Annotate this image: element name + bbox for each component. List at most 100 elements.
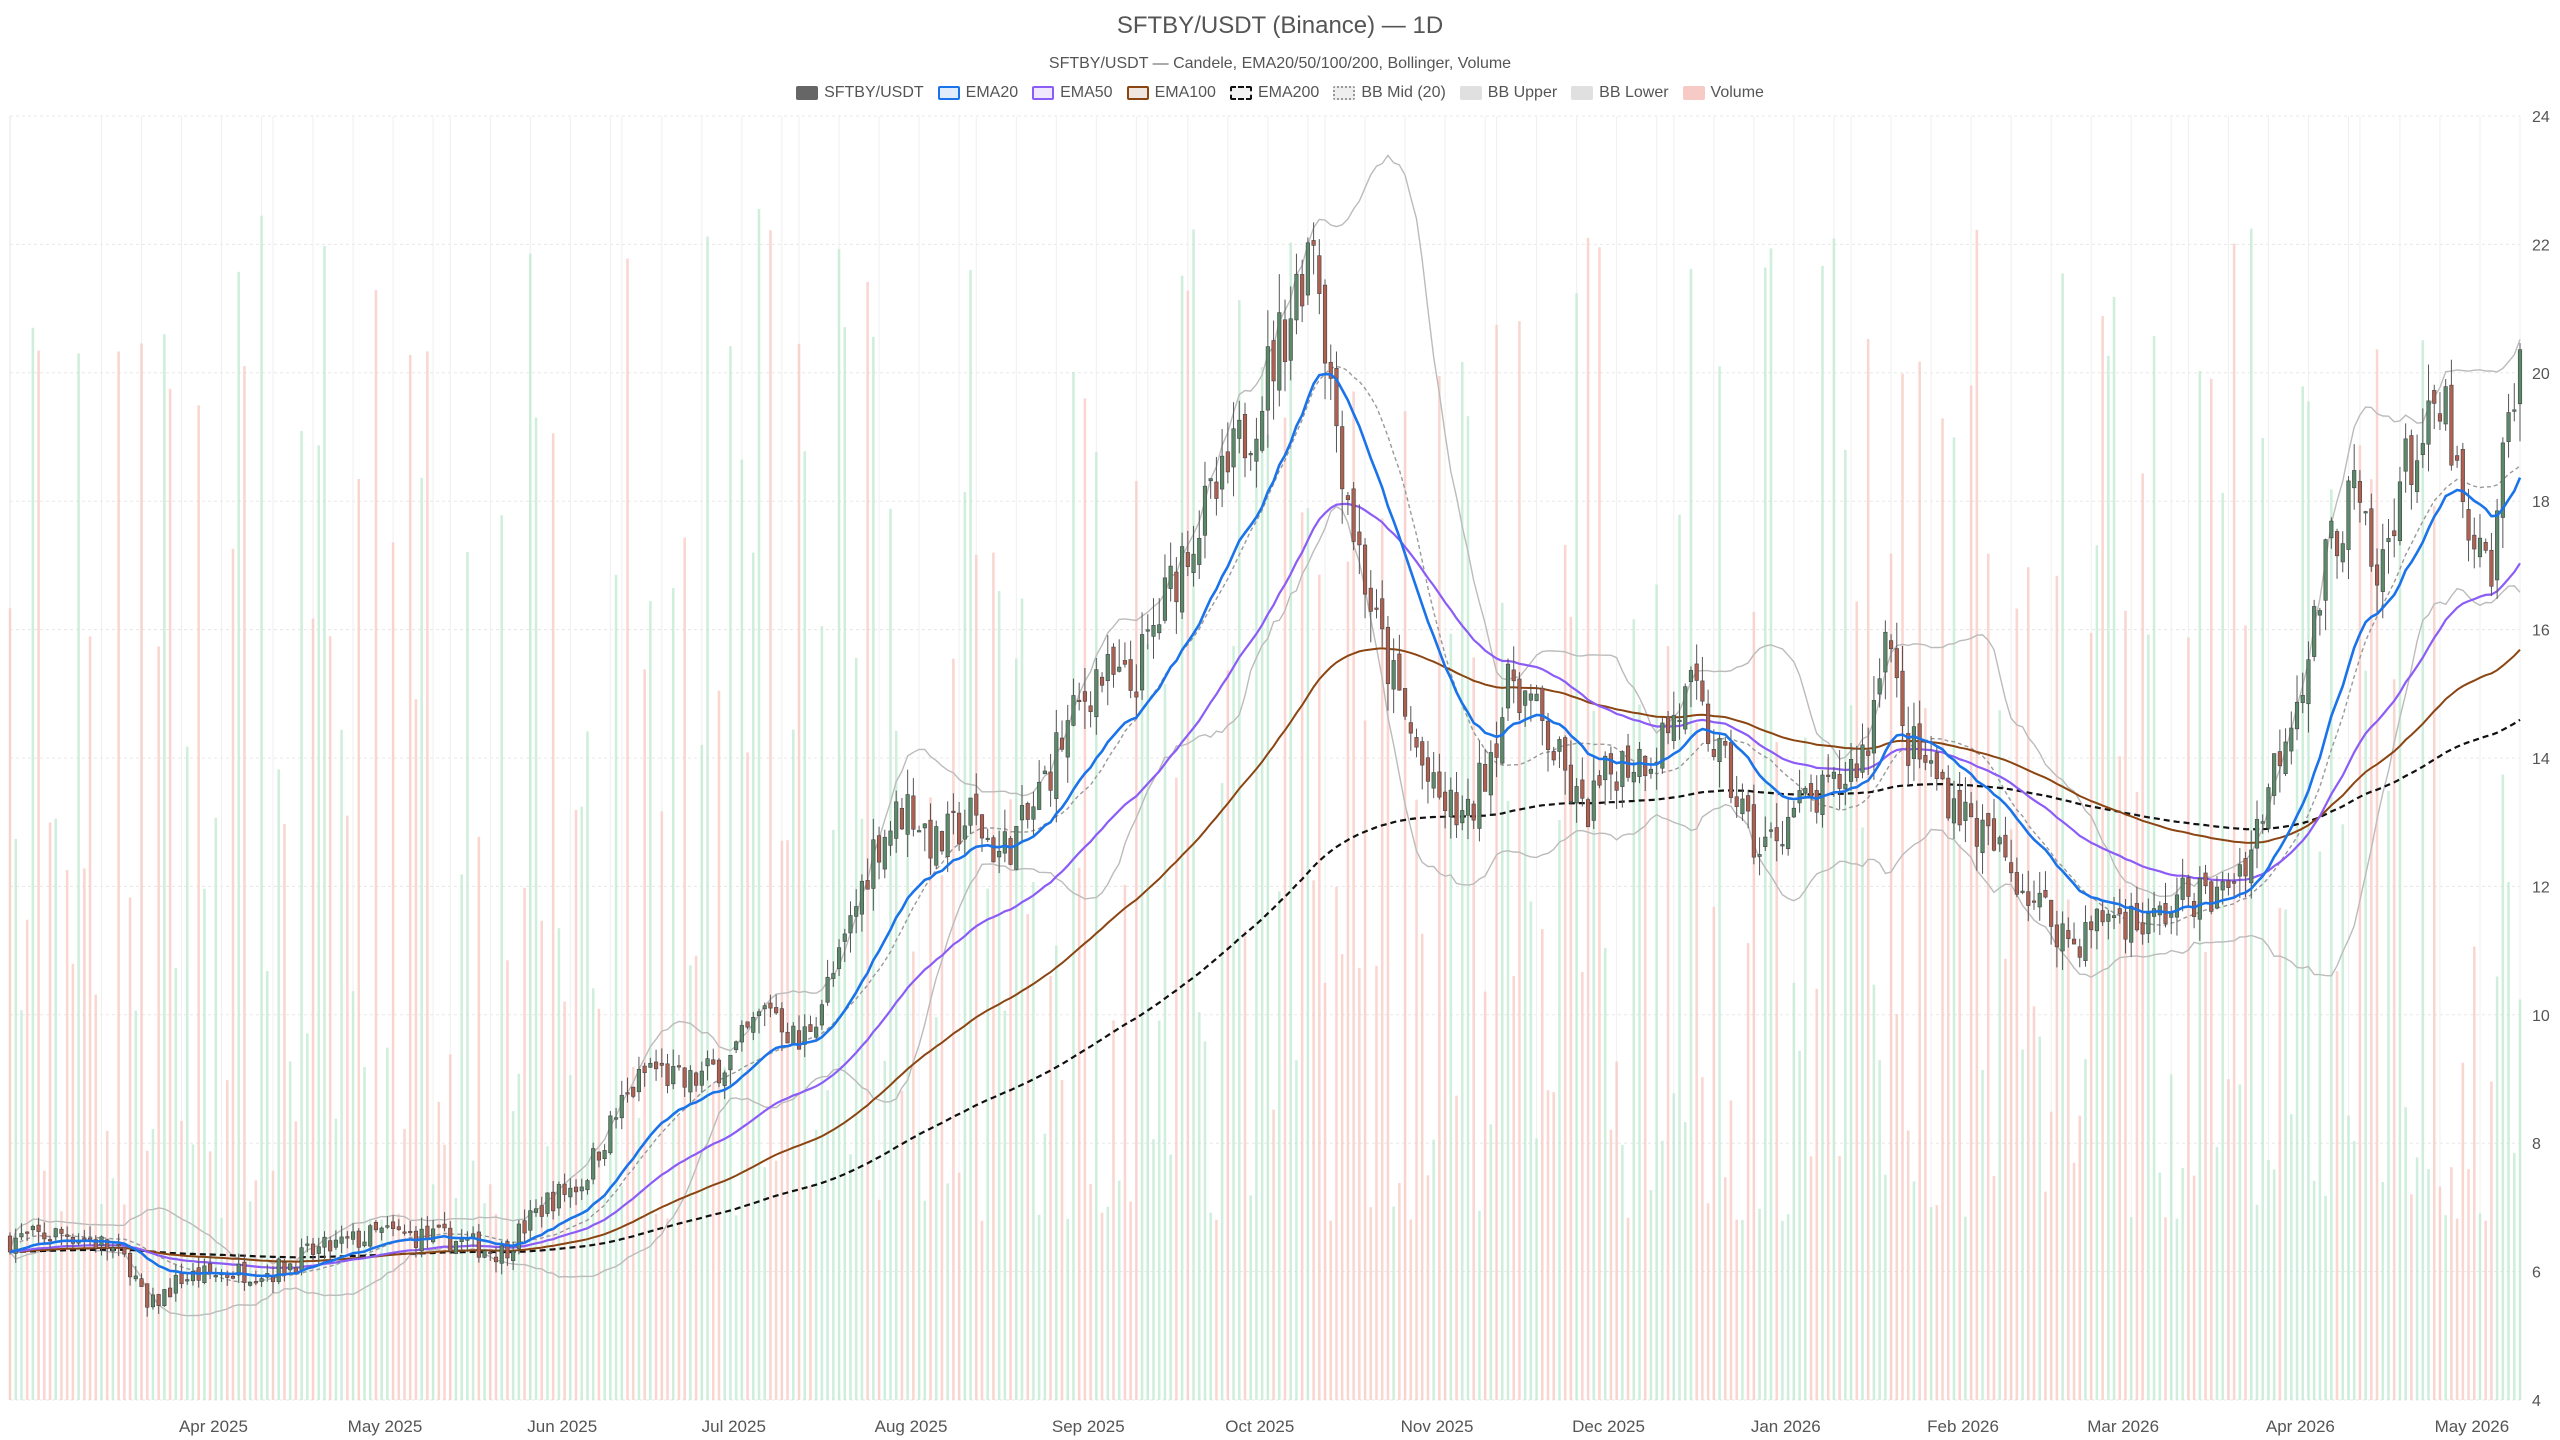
candle [1122,642,1127,668]
candle [991,835,996,863]
volume-bar [2124,610,2127,1400]
x-tick-label: May 2025 [348,1417,423,1436]
volume-bar [2267,1159,2270,1400]
legend-item[interactable]: EMA200 [1229,84,1319,102]
volume-bar [1066,1218,1070,1400]
candle [888,821,893,856]
candle [2346,476,2351,579]
candle-body [1311,240,1316,246]
legend-item[interactable]: BB Lower [1571,84,1669,102]
candle [1848,742,1854,791]
volume-bar [2015,608,2019,1400]
candle [1288,286,1293,381]
volume-bar [2352,1141,2356,1400]
candle-body [1208,478,1213,482]
candle-body [631,1086,636,1097]
legend-item[interactable]: SFTBY/USDT [796,84,924,102]
candle [1477,740,1482,842]
candle [768,994,773,1018]
candle-body [127,1252,133,1278]
volume-bar [2375,349,2379,1400]
candle [551,1180,556,1220]
candle [2026,870,2031,922]
candle [1740,783,1745,821]
candle-body [1385,626,1390,685]
candle [1437,753,1442,800]
legend-item[interactable]: BB Upper [1459,84,1557,102]
volume-bar [2398,499,2402,1400]
candle [1688,666,1694,708]
volume-bar [957,1172,961,1400]
volume-bar [14,838,18,1400]
candle-body [1128,659,1133,691]
candle-body [1071,695,1076,726]
legend-item[interactable]: EMA100 [1126,84,1216,102]
candle [339,1225,344,1254]
candle-body [2146,913,2151,934]
candle-body [1197,537,1202,565]
candle [585,1178,590,1195]
volume-bar [2009,829,2013,1400]
volume-bar [2381,1181,2385,1400]
candle [2209,880,2214,915]
candle [1351,481,1356,551]
candle [968,797,973,834]
candle-body [2254,819,2260,849]
volume-bar [1409,1219,1413,1400]
candle-body [1757,854,1762,857]
legend-item[interactable]: BB Mid (20) [1333,84,1446,102]
candle-body [2323,539,2328,601]
volume-bar [1924,708,1927,1400]
volume-bar [1798,1050,1801,1400]
legend-item[interactable]: Volume [1682,84,1764,102]
candle [1837,750,1842,810]
candle-body [1511,669,1516,682]
candle-body [1523,690,1528,706]
candle [533,1199,539,1217]
candle [1311,222,1316,275]
candle-body [139,1278,144,1287]
volume-bar [140,343,143,1400]
candle-body [1671,715,1676,741]
volume-bar [734,1215,738,1400]
candle [871,818,876,911]
candle-body [1631,772,1636,783]
candle-body [1014,826,1019,870]
volume-bar [534,417,538,1400]
candle [1431,751,1436,799]
candle-body [476,1231,481,1258]
volume-bar [906,820,909,1400]
candle [1563,735,1568,795]
volume-bar [1089,1184,1092,1400]
candle-body [859,880,864,915]
legend-item[interactable]: EMA50 [1032,84,1113,102]
volume-bar [2118,756,2122,1400]
volume-bar [300,430,303,1400]
volume-bar [1552,1092,1556,1400]
volume-bar [1563,544,1567,1400]
candle [1625,733,1631,782]
candle-body [991,837,996,863]
volume-bar [1163,684,1167,1400]
volume-bar [306,1033,309,1400]
candle-body [1237,419,1242,439]
candle [1140,612,1145,700]
candle [1145,614,1150,650]
candle-body [1019,805,1025,821]
candle [1700,656,1705,706]
volume-bar [1346,561,1350,1400]
y-tick-label: 16 [2532,623,2550,640]
candle-body [1706,703,1711,744]
volume-bar [1981,1069,1984,1400]
volume-bar [288,1061,292,1400]
candle [1362,538,1368,619]
candle [2020,873,2025,895]
volume-bar [843,327,847,1400]
candle-body [1185,552,1190,567]
candle [1774,803,1779,862]
ema50-line [9,502,2521,1270]
volume-bar [1666,646,1670,1400]
candle [127,1250,133,1286]
legend-item[interactable]: EMA20 [937,84,1018,102]
volume-bar [145,1150,149,1400]
